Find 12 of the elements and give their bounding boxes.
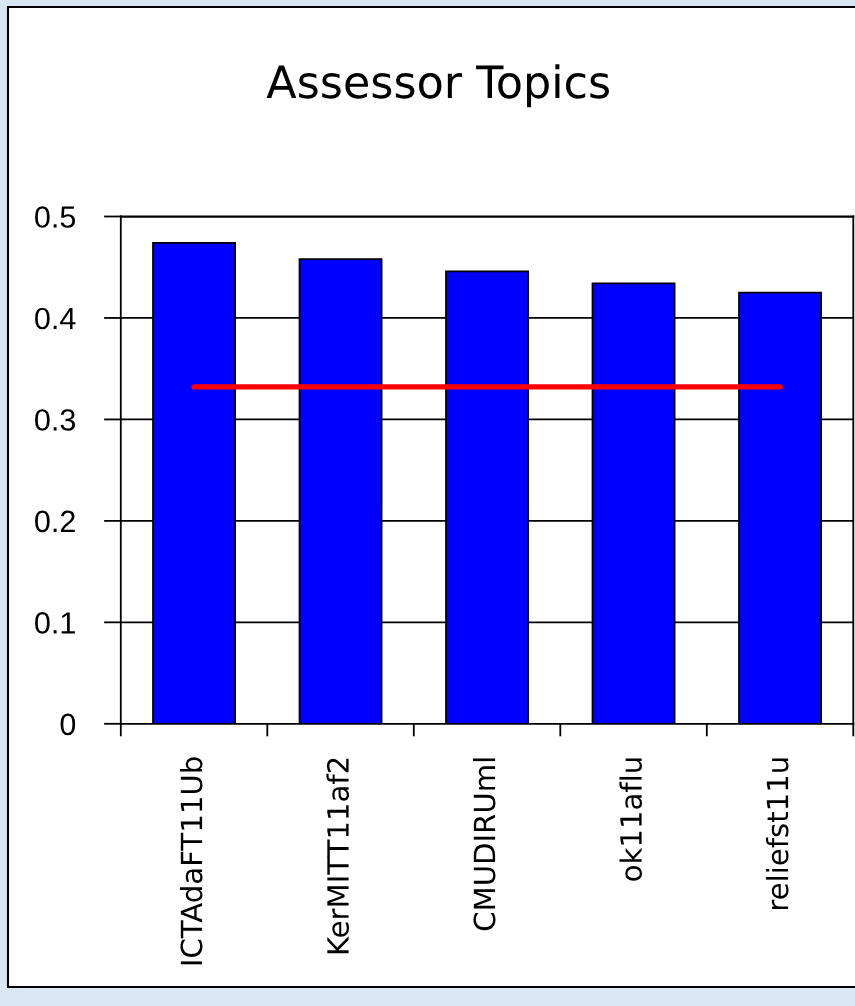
x-tick-label: ICTAdaFT11Ub	[179, 757, 203, 965]
x-tick-label: KerMITT11af2	[326, 758, 350, 954]
x-tick-label: CMUDIRUml	[472, 758, 496, 931]
y-tick-label: 0.2	[35, 510, 75, 533]
x-tick-label: reliefst11u	[765, 758, 789, 910]
y-tick-label: 0.4	[35, 307, 76, 330]
x-tick-label: ok11aflu	[619, 758, 643, 881]
chart-title: Assessor Topics	[266, 64, 609, 108]
y-tick-label: 0.1	[35, 612, 75, 634]
y-tick-label: 0.3	[35, 409, 76, 431]
y-tick-label: 0	[60, 713, 76, 736]
y-tick-label: 0.5	[35, 206, 76, 228]
